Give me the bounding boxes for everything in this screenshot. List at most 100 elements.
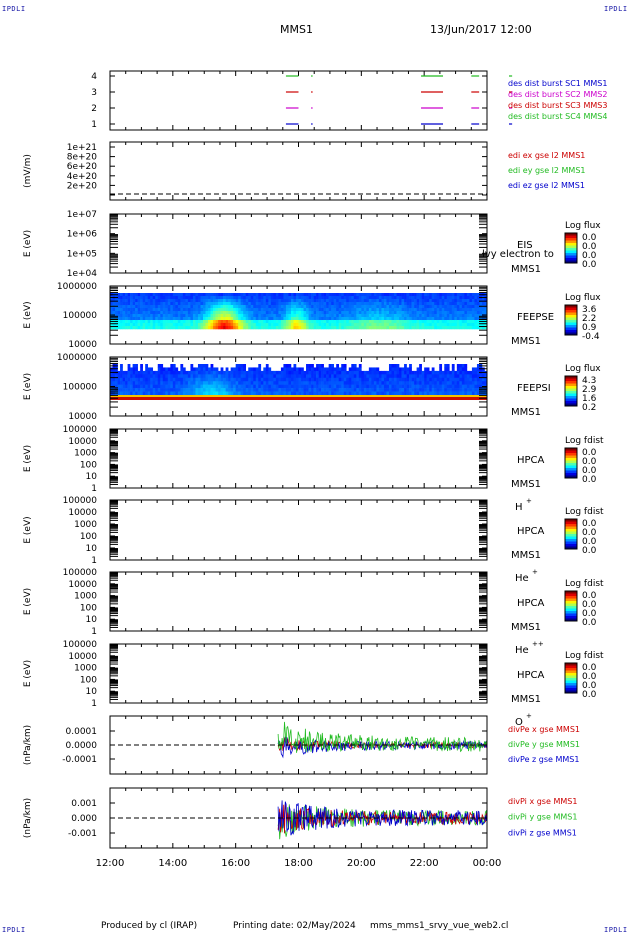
feepsi-cell: [381, 388, 385, 392]
feepsi-cell: [459, 367, 463, 372]
feepsi-cell: [373, 374, 377, 379]
feepsi-cell: [187, 374, 191, 379]
hpca-he1-colorbar-step: [565, 529, 577, 532]
feepsi-cell: [386, 384, 390, 389]
feepse-cell: [454, 323, 458, 327]
feepsi-cell: [386, 388, 390, 392]
feepsi-cell: [459, 370, 463, 375]
feepsi-cell: [192, 377, 196, 382]
hpca-he1-colorbar-step: [565, 524, 577, 527]
feepse-cell: [130, 326, 133, 330]
hpca-he2-instrument-label: HPCA: [517, 598, 545, 609]
feepse-cell: [283, 314, 287, 318]
feepsi-cell: [172, 384, 176, 389]
feepsi-cell: [331, 364, 334, 368]
feepsi-cell: [218, 388, 221, 392]
feepse-cell: [112, 311, 116, 315]
feepsi-cell: [409, 384, 412, 389]
feepsi-cell: [381, 391, 385, 396]
feepsi-cell: [218, 377, 221, 382]
feepse-cell: [135, 302, 138, 306]
feepsi-cell: [293, 364, 297, 368]
feepsi-cell: [376, 381, 380, 385]
feepse-cell: [346, 302, 350, 306]
feepsi-cell: [416, 367, 420, 372]
feepsi-cell: [157, 391, 161, 396]
feepse-cell: [270, 302, 274, 306]
feepse-cell: [454, 305, 458, 309]
hpca-h-colorbar-step: [565, 460, 577, 464]
feepsi-cell: [258, 377, 262, 382]
hpca-he2-ytick-label: 1000: [74, 592, 97, 602]
feepse-cell: [155, 314, 159, 318]
feepsi-colorbar-step: [565, 396, 577, 399]
feepse-cell: [368, 302, 372, 306]
feepse-cell: [348, 308, 352, 312]
feepse-cell: [265, 311, 269, 315]
feepsi-cell: [444, 381, 448, 385]
feepsi-cell: [333, 388, 337, 392]
feepse-cell: [363, 314, 367, 318]
feepse-cell: [383, 305, 387, 309]
feepsi-cell: [263, 367, 267, 372]
feepse-cell: [421, 323, 425, 327]
feepsi-cell: [145, 384, 148, 389]
feepsi-cell: [228, 381, 231, 385]
feepse-cell: [260, 299, 264, 303]
feepse-cell: [431, 308, 435, 312]
feepse-cell: [170, 323, 174, 327]
feepse-cell: [461, 317, 465, 321]
feepse-cell: [253, 305, 257, 309]
feepsi-cell: [293, 388, 297, 392]
feepsi-cell: [260, 377, 264, 382]
feepsi-cell: [459, 374, 463, 379]
footer-printing-date: Printing date: 02/May/2024: [233, 921, 356, 931]
feepsi-cell: [386, 370, 390, 375]
feepse-cell: [288, 299, 292, 303]
feepse-cell: [469, 317, 473, 321]
feepse-cell: [195, 320, 199, 324]
feepsi-cell: [253, 370, 257, 375]
feepse-cell: [253, 317, 257, 321]
feepse-cell: [383, 296, 387, 300]
feepse-cell: [378, 326, 382, 330]
feepsi-cell: [449, 381, 453, 385]
feepse-cell: [157, 293, 161, 297]
feepsi-cell: [215, 377, 219, 382]
feepsi-cell: [235, 384, 239, 389]
feepse-cell: [273, 293, 277, 297]
header-date-time: 13/Jun/2017 12:00: [430, 23, 532, 36]
feepsi-cell: [454, 377, 458, 382]
hpca-he2-colorbar-step: [565, 601, 577, 604]
hpca-o-colorbar-step: [565, 675, 577, 679]
feepse-cell: [411, 317, 415, 321]
feepse-cell: [441, 299, 445, 303]
feepsi-cell: [419, 388, 422, 392]
feepsi-cell: [147, 367, 151, 372]
feepsi-cell: [162, 391, 166, 396]
feepse-cell: [250, 314, 254, 318]
feepse-cell: [303, 293, 307, 297]
feepsi-cell: [388, 391, 392, 396]
feepse-cell: [187, 293, 191, 297]
hpca-he2-colorbar-step: [565, 596, 577, 599]
feepsi-cell: [243, 374, 247, 379]
feepse-cell: [278, 320, 282, 324]
feepse-cell: [391, 326, 395, 330]
feepse-cell: [255, 320, 259, 324]
feepsi-cell: [177, 377, 181, 382]
feepse-cell: [152, 323, 156, 327]
feepse-cell: [383, 311, 387, 315]
feepse-cell: [471, 296, 475, 300]
feepsi-cell: [298, 367, 302, 372]
eis-ytick-label: 1e+07: [67, 210, 97, 220]
feepsi-cell: [167, 391, 171, 396]
feepse-cell: [137, 305, 141, 309]
feepse-cell: [419, 314, 422, 318]
feepse-cell: [250, 302, 254, 306]
feepsi-cell: [110, 381, 113, 385]
corner-label-top-right: IPDLI: [604, 5, 628, 13]
feepsi-cell: [285, 370, 289, 375]
feepsi-cell: [474, 391, 478, 396]
feepse-cell: [187, 317, 191, 321]
